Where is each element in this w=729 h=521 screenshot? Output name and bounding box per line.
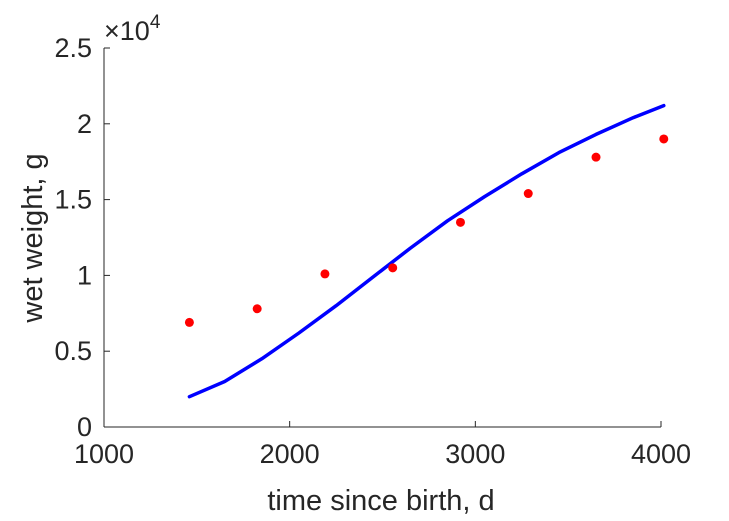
y-axis-label: wet weight, g — [17, 153, 49, 323]
y-tick-label: 0 — [77, 412, 92, 442]
series-layer — [184, 103, 669, 399]
x-tick-label: 4000 — [631, 439, 691, 469]
y-exponent-base: ×10 — [104, 16, 150, 46]
data-point — [523, 189, 533, 199]
y-tick-label: 0.5 — [54, 336, 92, 366]
data-point — [184, 317, 194, 327]
axes — [103, 48, 661, 428]
x-tick-label: 1000 — [74, 439, 134, 469]
y-exponent-power: 4 — [150, 12, 161, 33]
x-tick-label: 2000 — [260, 439, 320, 469]
x-axis-label: time since birth, d — [267, 485, 494, 517]
y-exponent-label: ×104 — [104, 12, 161, 46]
data-point — [455, 217, 465, 227]
y-tick-label: 2.5 — [54, 33, 92, 63]
ticks: 1000 2000 3000 4000 0 0.5 1 1.5 2 2.5 — [54, 33, 691, 469]
data-point — [320, 269, 330, 279]
y-tick-label: 2 — [77, 109, 92, 139]
data-point — [659, 134, 669, 144]
model-curve — [187, 103, 666, 399]
x-tick-label: 3000 — [445, 439, 505, 469]
data-point — [591, 152, 601, 162]
y-tick-label: 1.5 — [54, 185, 92, 215]
data-point — [388, 263, 398, 273]
data-point — [252, 304, 262, 314]
y-tick-label: 1 — [77, 260, 92, 290]
